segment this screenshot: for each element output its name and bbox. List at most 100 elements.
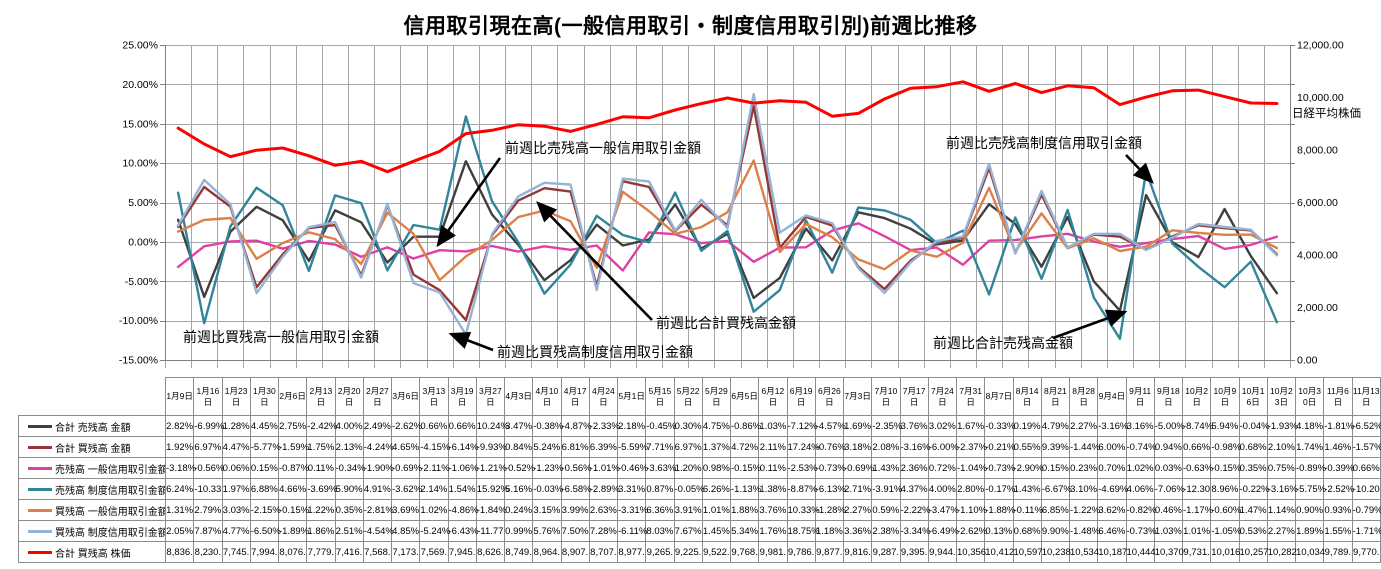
value-cell: -2.11% <box>419 457 450 479</box>
value-cell: -0.60% <box>1210 499 1241 521</box>
value-cell: 9,768. <box>729 541 760 563</box>
value-cell: 10,016 <box>1210 541 1240 563</box>
date-header-cell: 11月13日 <box>1351 377 1381 416</box>
right-axis-label: 4,000.00 <box>1297 250 1338 262</box>
value-cell: 1.22% <box>306 499 336 521</box>
table-row: 合計 売残高 金額 2.82% -6.99% 1.28% 4.45% 2.75% -2.42… <box>18 415 1381 437</box>
value-cell: 9.39% <box>1040 436 1071 458</box>
left-axis-label: 10.00% <box>122 158 158 170</box>
value-cell: 10,370 <box>1153 541 1184 563</box>
value-cell: 18.75% <box>786 520 820 542</box>
value-cell: -2.52% <box>1323 478 1354 500</box>
value-cell: -2.37% <box>955 436 987 458</box>
value-cell: 1.20% <box>673 457 703 479</box>
value-cell: -2.81% <box>362 499 394 521</box>
value-cell: 7.28% <box>588 520 619 542</box>
value-cell: -0.73% <box>984 457 1015 479</box>
value-cell: 0.03% <box>1153 457 1184 479</box>
value-cell: -1.04% <box>955 457 987 479</box>
date-header-cell: 10月9日 <box>1210 377 1240 416</box>
data-table: 1月9日 1月16日 1月23日 1月30日 2月6日 2月13日 2月20日 2月27日 3月… <box>18 377 1381 563</box>
value-cell: 9,770. <box>1351 541 1381 563</box>
date-header-cell: 10月2日 <box>1181 377 1212 416</box>
value-cell: 0.11% <box>306 457 336 479</box>
value-cell: -12.30 <box>1181 478 1212 500</box>
value-cell: 0.55% <box>1012 436 1042 458</box>
value-cell: -6.52% <box>1351 415 1381 437</box>
value-cell: 2.27% <box>1266 520 1297 542</box>
value-cell: 4.66% <box>277 478 308 500</box>
value-cell: -1.22% <box>1068 499 1100 521</box>
date-header-cell: 5月22日 <box>673 377 703 416</box>
date-header-cell: 7月10日 <box>871 377 901 416</box>
value-cell: -1.48% <box>1068 520 1100 542</box>
value-cell: 10,238 <box>1040 541 1071 563</box>
value-cell: -2.90% <box>1012 457 1044 479</box>
value-cell: 1.67% <box>955 415 986 437</box>
value-cell: 4.45% <box>249 415 280 437</box>
series-line-4 <box>176 159 1279 282</box>
date-header-cell: 7月24日 <box>927 377 958 416</box>
date-header-cell: 1月30日 <box>249 377 280 416</box>
value-cell: 6.39% <box>588 436 619 458</box>
value-cell: -0.03% <box>532 478 563 500</box>
value-cell: 0.24% <box>503 499 534 521</box>
value-cell: -6.49% <box>927 520 959 542</box>
value-cell: -3.91% <box>871 478 902 500</box>
value-cell: -6.50% <box>249 520 281 542</box>
date-header-cell: 8月14日 <box>1012 377 1042 416</box>
value-cell: 0.66% <box>1181 436 1212 458</box>
value-cell: 2.18% <box>616 415 647 437</box>
right-axis-label: 6,000.00 <box>1297 197 1338 209</box>
value-cell: 1.76% <box>758 520 788 542</box>
table-row: 売残高 制度信用取引金額 6.24% -10.33 1.97% 6.88% 4.66% -3… <box>18 478 1381 500</box>
date-header-cell: 10月23日 <box>1266 377 1297 416</box>
value-cell: 8,707. <box>588 541 619 563</box>
series-line-2 <box>176 222 1279 272</box>
date-header-cell: 2月6日 <box>277 377 308 416</box>
value-cell: -0.45% <box>645 415 676 437</box>
value-cell: 10,034 <box>1294 541 1325 563</box>
value-cell: -1.81% <box>1323 415 1354 437</box>
legend-line-swatch <box>28 424 52 428</box>
value-cell: -0.33% <box>984 415 1015 437</box>
value-cell: -1.44% <box>1068 436 1100 458</box>
value-cell: 1.31% <box>164 499 195 521</box>
value-cell: -0.73% <box>814 457 846 479</box>
right-axis-label: 8,000.00 <box>1297 145 1338 157</box>
value-cell: 0.68% <box>1238 436 1268 458</box>
value-cell: -0.82% <box>1125 499 1157 521</box>
legend-label: 合計 買残高 金額 <box>55 443 131 455</box>
annotation-label: 前週比買残高制度信用取引金額 <box>497 344 693 360</box>
value-cell: 4.91% <box>362 478 393 500</box>
value-cell: 8.96% <box>1210 478 1240 500</box>
date-header-cell: 6月26日 <box>814 377 845 416</box>
date-header-cell: 10月30日 <box>1294 377 1325 416</box>
value-cell: 8,230. <box>193 541 223 563</box>
annotation-label: 前週比売残高一般信用取引金額 <box>505 140 701 156</box>
value-cell: 6.97% <box>193 436 223 458</box>
date-header-cell: 4月24日 <box>588 377 619 416</box>
table-row: 買残高 制度信用取引金額 2.05% 7.87% 4.77% -6.50% -1.89% 1… <box>18 520 1381 542</box>
value-cell: -0.38% <box>532 415 563 437</box>
value-cell: 9,225. <box>673 541 703 563</box>
value-cell: -0.15% <box>1210 457 1241 479</box>
value-cell: 6.85% <box>1040 499 1071 521</box>
value-cell: 1.54% <box>447 478 477 500</box>
legend-line-swatch <box>28 445 52 449</box>
date-header-cell: 7月31日 <box>955 377 986 416</box>
right-axis-title: 日経平均株価 <box>1292 106 1361 120</box>
value-cell: -4.57% <box>814 415 846 437</box>
value-cell: -3.16% <box>899 436 931 458</box>
value-cell: -0.46% <box>616 457 648 479</box>
value-cell: 0.98% <box>701 457 732 479</box>
value-cell: -6.67% <box>1040 478 1072 500</box>
value-cell: 9,731. <box>1181 541 1212 563</box>
annotation-label: 前週比買残高一般信用取引金額 <box>183 329 379 345</box>
legend-cell: 買残高 制度信用取引金額 <box>18 520 166 542</box>
value-cell: 9,395. <box>899 541 929 563</box>
value-cell: 7.71% <box>645 436 675 458</box>
value-cell: -1.89% <box>277 520 309 542</box>
value-cell: -1.23% <box>532 457 563 479</box>
value-cell: 8,977. <box>616 541 647 563</box>
